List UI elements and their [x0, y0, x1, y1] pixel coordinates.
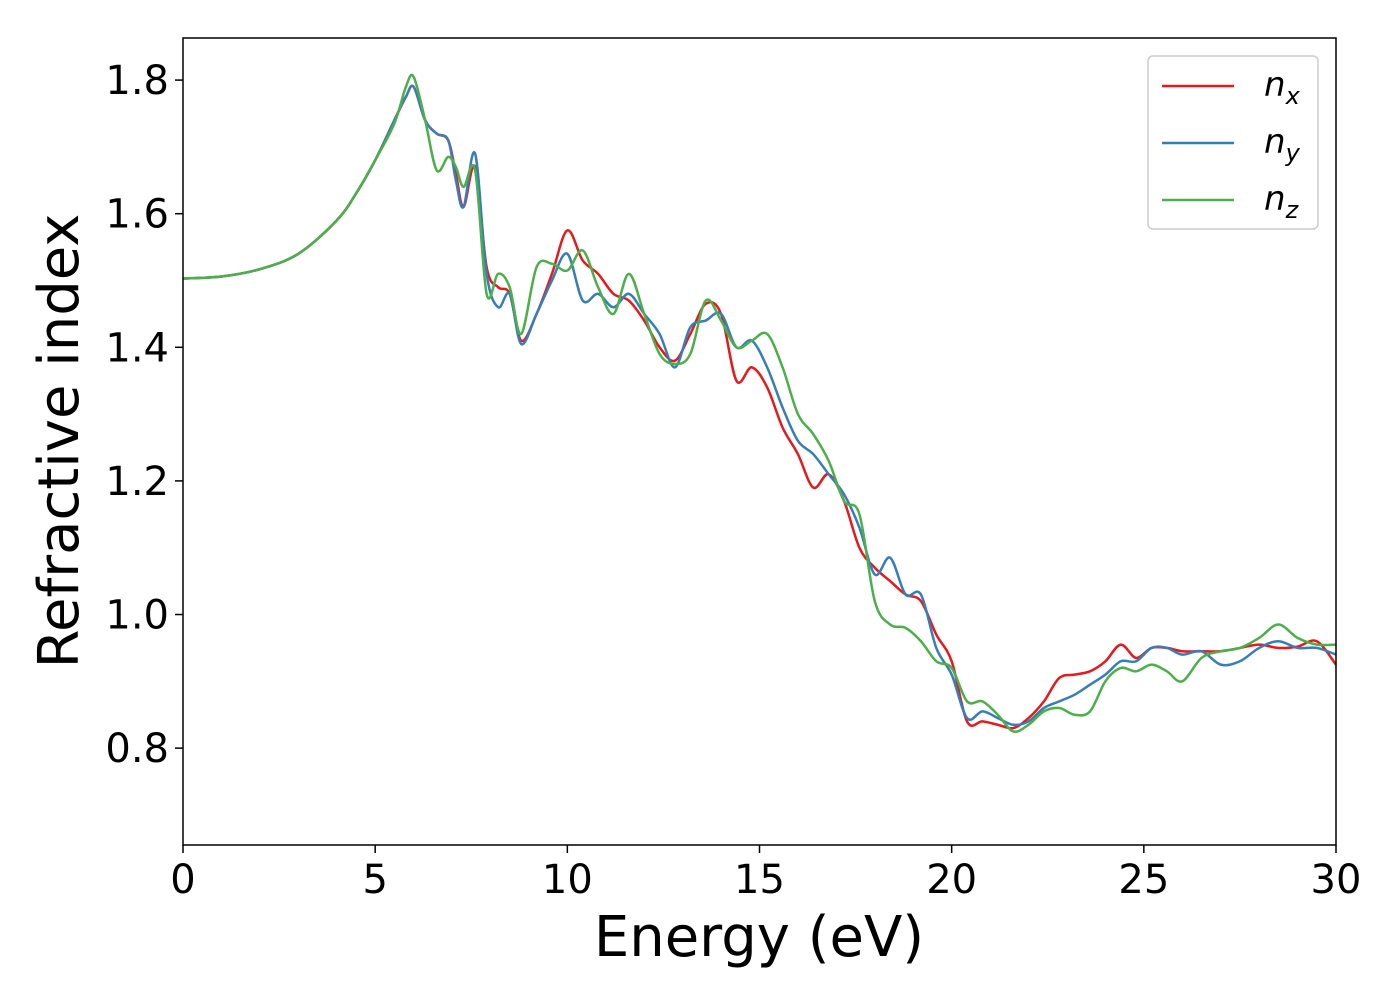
y-tick-label: 1.0	[105, 593, 169, 639]
x-tick-label: 15	[734, 857, 785, 903]
plot-frame	[182, 37, 1337, 846]
series-line	[183, 73, 1336, 734]
x-tick-label: 10	[542, 857, 593, 903]
x-tick-label: 30	[1311, 857, 1362, 903]
y-tick-label: 1.4	[105, 325, 169, 371]
legend-label: ny	[1264, 122, 1301, 167]
x-tick-label: 5	[362, 857, 387, 903]
y-axis-label: Refractive index	[27, 214, 92, 669]
series-line	[183, 84, 1336, 727]
x-axis-label: Energy (eV)	[594, 905, 924, 970]
x-tick-label: 0	[170, 857, 195, 903]
y-tick-label: 1.8	[105, 58, 169, 104]
y-tick-label: 1.6	[105, 192, 169, 238]
x-tick-label: 20	[926, 857, 977, 903]
legend-label: nx	[1264, 65, 1301, 110]
y-tick-label: 1.2	[105, 459, 169, 505]
legend-label: nz	[1264, 179, 1300, 224]
x-tick-label: 25	[1118, 857, 1169, 903]
y-tick-label: 0.8	[105, 726, 169, 772]
